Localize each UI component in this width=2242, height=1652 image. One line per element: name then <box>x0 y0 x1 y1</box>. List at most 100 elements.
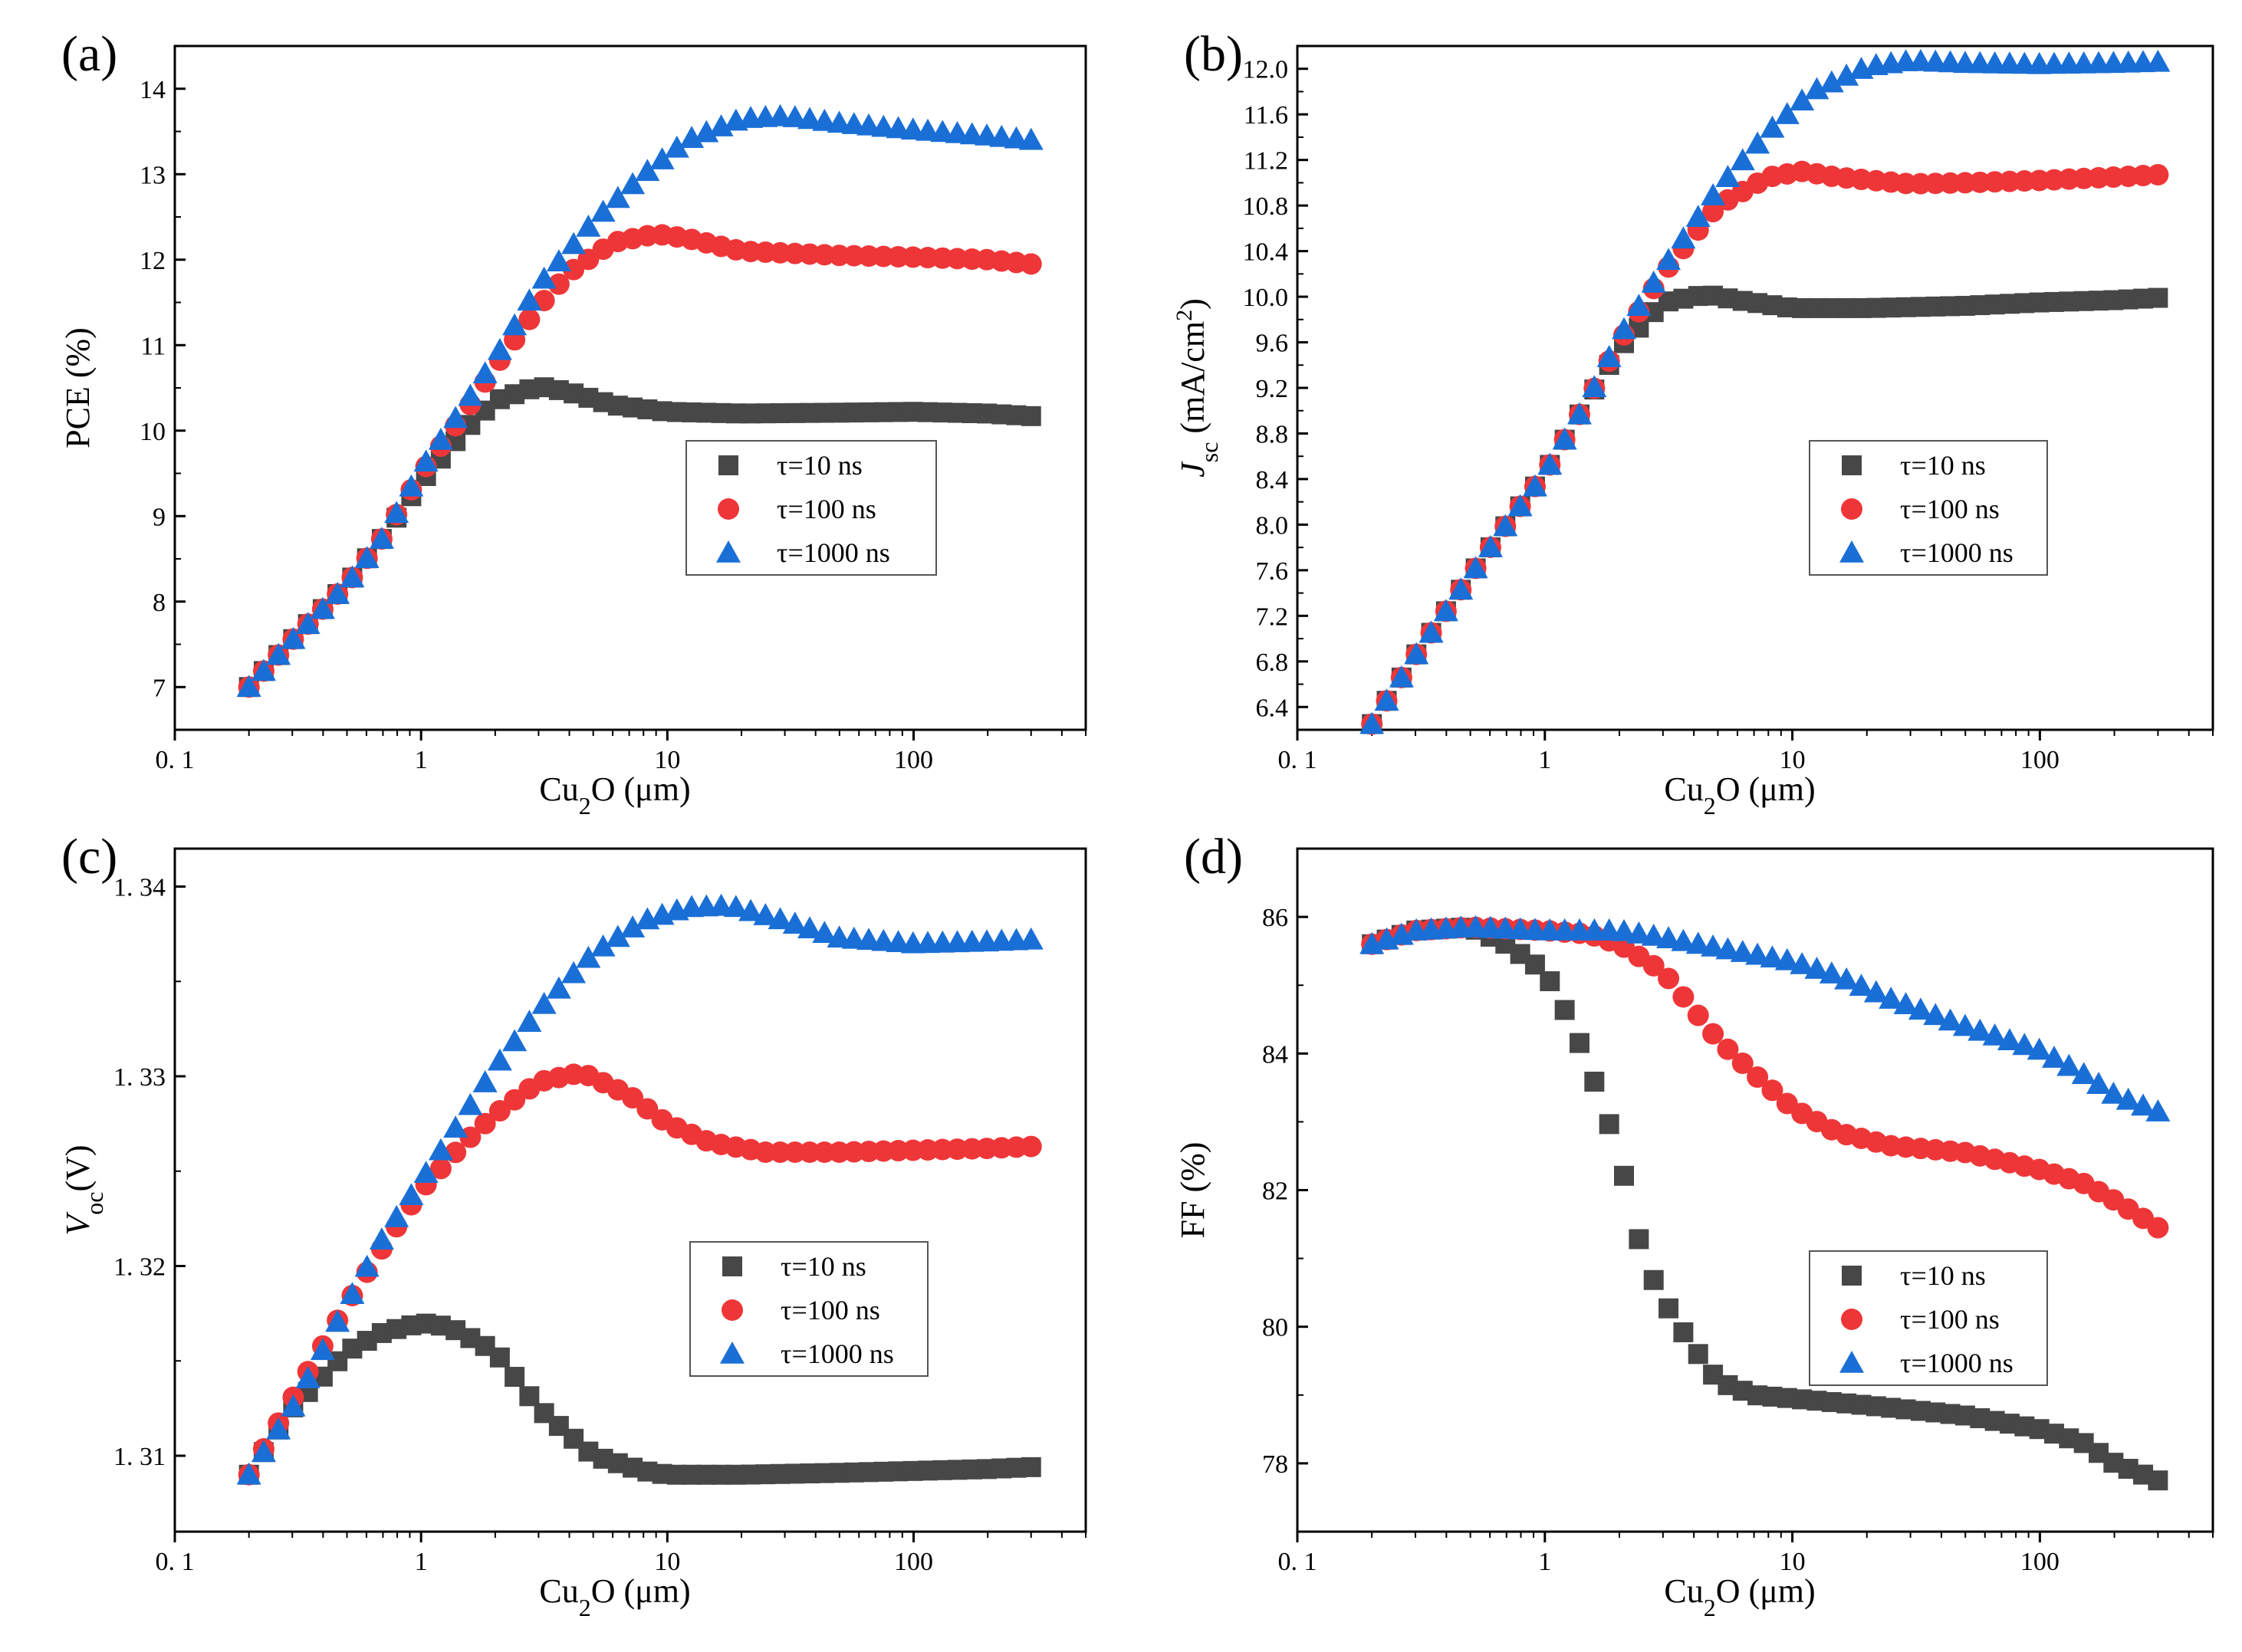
y-tick-label: 1. 33 <box>113 1063 166 1092</box>
data-point <box>1641 270 1666 293</box>
data-point <box>1687 1004 1709 1026</box>
data-point <box>2145 1099 2171 1122</box>
legend-label: τ=10 ns <box>1900 450 1986 481</box>
data-point <box>1626 921 1652 944</box>
data-point <box>1419 620 1444 643</box>
y-axis-title: PCE (%) <box>59 327 97 448</box>
data-point <box>622 1087 644 1109</box>
plot-frame <box>173 847 1087 1533</box>
data-point <box>812 921 837 944</box>
data-point <box>1715 165 1741 187</box>
x-tick-label: 0. 1 <box>156 1548 195 1576</box>
legend-label: τ=100 ns <box>1900 1304 2000 1335</box>
data-point <box>1671 226 1696 249</box>
data-point <box>738 898 764 921</box>
data-point <box>1626 294 1652 317</box>
data-point <box>694 120 719 143</box>
data-point <box>2101 1081 2126 1104</box>
legend-label: τ=100 ns <box>781 1295 880 1325</box>
data-point <box>1685 931 1711 954</box>
data-point <box>413 449 439 472</box>
data-point <box>576 945 601 968</box>
y-tick-label: 14 <box>140 76 166 104</box>
data-point <box>1629 1229 1649 1250</box>
x-tick-label: 100 <box>2020 1548 2060 1576</box>
data-point <box>472 1070 498 1092</box>
data-point <box>856 113 882 136</box>
data-point <box>1774 102 1800 124</box>
data-point <box>1584 1071 1605 1092</box>
data-point <box>841 112 866 134</box>
data-point <box>1021 1457 1041 1477</box>
data-point <box>989 124 1014 147</box>
data-point <box>753 903 778 925</box>
data-point <box>1908 997 1933 1020</box>
data-point <box>1745 131 1770 154</box>
data-point <box>1673 1322 1694 1342</box>
y-tick-label: 1. 31 <box>113 1443 166 1471</box>
y-tick-label: 84 <box>1262 1040 1288 1069</box>
data-point <box>502 1029 528 1052</box>
data-point <box>546 249 571 271</box>
legend-label: τ=1000 ns <box>1900 537 2014 568</box>
data-point <box>340 1282 365 1305</box>
data-point <box>1404 642 1429 665</box>
data-point <box>295 612 321 634</box>
data-point <box>2056 1053 2082 1076</box>
panel-a: 7 8 9 10 11 12 13 14 0. 1 1 10 100 Cu2O (μm) PCE (%) (… <box>59 26 1087 819</box>
x-tick-label: 1 <box>1538 746 1551 774</box>
data-point <box>443 1115 468 1138</box>
legend: τ=10 ns τ=100 ns τ=1000 ns <box>685 440 937 576</box>
y-tick-label: 6.4 <box>1256 694 1289 722</box>
data-point <box>459 1126 482 1148</box>
legend: τ=10 ns τ=100 ns τ=1000 ns <box>1809 1250 2048 1386</box>
data-point <box>1656 926 1682 948</box>
data-point <box>1537 452 1563 475</box>
data-point <box>782 911 807 934</box>
data-point <box>458 1092 483 1115</box>
x-tick-label: 100 <box>2020 746 2060 774</box>
data-point <box>812 108 837 131</box>
data-point <box>679 126 705 148</box>
data-point <box>1612 918 1637 941</box>
legend-marker <box>718 455 738 475</box>
data-point <box>561 961 587 984</box>
data-point <box>1819 70 1844 93</box>
x-tick-label: 100 <box>894 1548 933 1576</box>
data-point <box>384 501 409 524</box>
data-point <box>1020 1135 1042 1158</box>
legend-marker <box>1839 540 1864 563</box>
data-point <box>384 1204 409 1227</box>
legend: τ=10 ns τ=100 ns τ=1000 ns <box>1809 440 2048 576</box>
data-point <box>1863 980 1889 1003</box>
data-point <box>797 107 823 130</box>
data-point <box>1671 928 1696 951</box>
data-point <box>1612 317 1637 340</box>
legend-marker <box>1841 498 1862 520</box>
data-point <box>2148 287 2168 308</box>
data-point <box>1702 1023 1724 1045</box>
data-point <box>354 1254 380 1277</box>
data-point <box>547 273 570 295</box>
data-point <box>590 934 616 957</box>
x-tick-label: 10 <box>1780 1548 1806 1576</box>
y-tick-label: 11.6 <box>1244 101 1288 130</box>
data-point <box>708 114 734 136</box>
y-tick-label: 7 <box>153 674 166 702</box>
data-point <box>1540 971 1560 991</box>
data-point <box>325 581 350 604</box>
data-point <box>251 1440 276 1463</box>
data-point <box>1643 1269 1664 1290</box>
y-tick-label: 8.0 <box>1256 511 1289 540</box>
legend-label: τ=10 ns <box>777 450 863 481</box>
legend-marker <box>1842 1266 1862 1286</box>
x-tick-label: 1 <box>415 746 428 774</box>
legend-marker <box>716 540 741 563</box>
data-point <box>1507 494 1533 517</box>
series-triangle <box>236 103 1044 698</box>
legend-label: τ=100 ns <box>1900 494 2000 524</box>
data-point <box>531 266 557 289</box>
data-point <box>281 626 306 649</box>
data-point <box>251 659 276 681</box>
y-tick-label: 9.2 <box>1256 375 1289 403</box>
